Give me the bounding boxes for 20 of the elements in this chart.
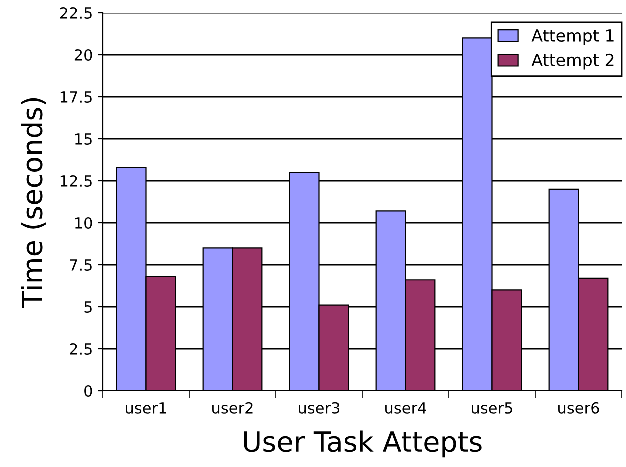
y-tick-label: 7.5	[70, 260, 92, 272]
legend-label: Attempt 1	[532, 30, 614, 46]
x-axis-title: User Task Attepts	[244, 430, 482, 458]
y-tick-label: 10	[76, 217, 92, 230]
x-tick-label: user2	[212, 402, 253, 414]
y-axis-title: Time (seconds)	[21, 98, 46, 308]
y-tick-label: 5	[84, 302, 92, 314]
y-tick-label: 20	[74, 49, 92, 62]
x-tick-label: user3	[299, 402, 340, 414]
x-tick-label: user4	[386, 402, 426, 414]
x-tick-label: user6	[558, 402, 600, 414]
y-tick-label: 17.5	[60, 92, 92, 104]
y-tick-label: 0	[84, 385, 92, 398]
y-tick-label: 22.5	[60, 7, 92, 20]
y-tick-label: 2.5	[70, 343, 92, 356]
y-tick-label: 12.5	[60, 175, 92, 188]
legend-label: Attempt 2	[532, 54, 614, 70]
x-tick-label: user1	[126, 402, 166, 414]
x-tick-label: user5	[472, 402, 512, 414]
y-tick-label: 15	[76, 134, 92, 146]
